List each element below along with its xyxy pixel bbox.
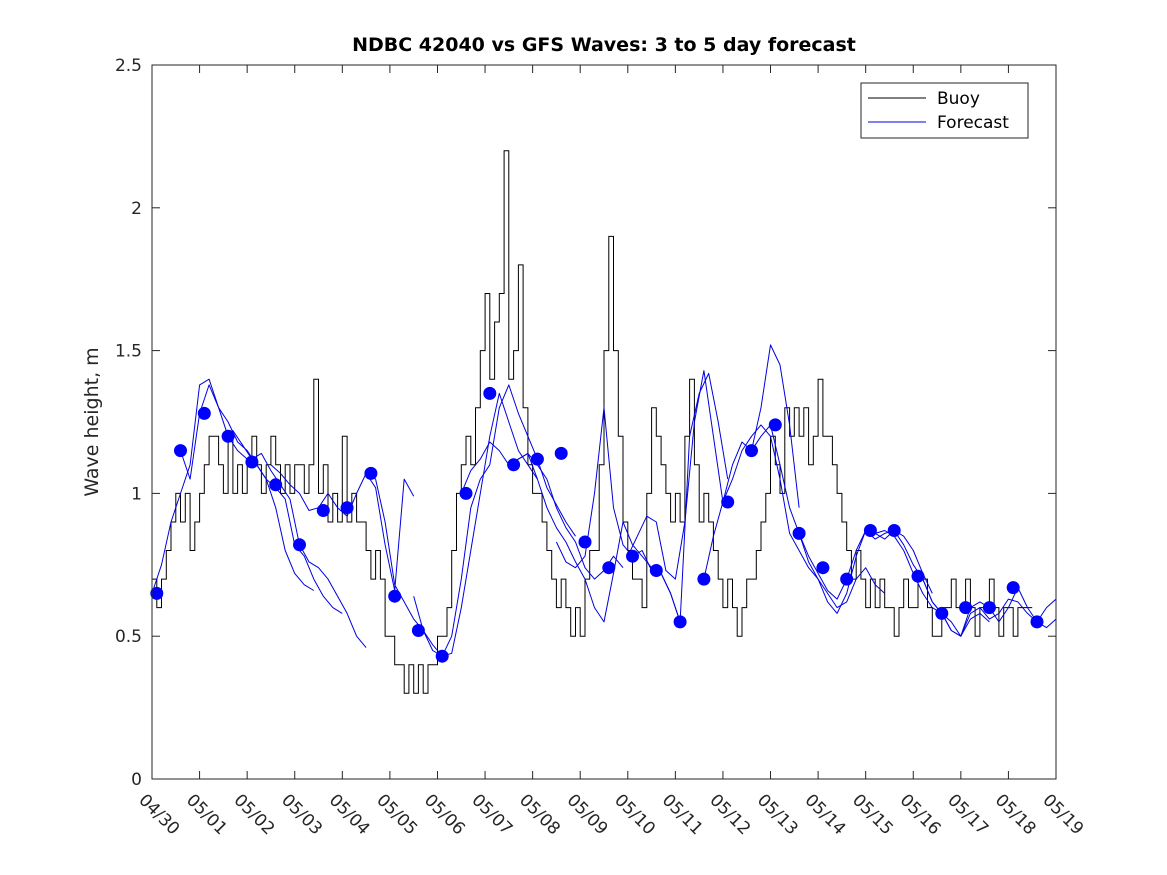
forecast-line	[223, 430, 367, 648]
forecast-marker	[221, 429, 235, 443]
forecast-marker	[935, 606, 949, 620]
forecast-marker	[174, 444, 187, 458]
chart-title: NDBC 42040 vs GFS Waves: 3 to 5 day fore…	[352, 34, 856, 56]
forecast-marker	[411, 624, 425, 637]
forecast-marker	[197, 406, 211, 420]
forecast-marker	[721, 495, 735, 509]
forecast-marker	[269, 478, 283, 492]
forecast-marker	[816, 561, 830, 575]
forecast-marker	[578, 535, 592, 549]
forecast-marker	[483, 386, 497, 400]
y-axis-label: Wave height, m	[81, 347, 103, 496]
y-tick-label: 2.5	[115, 56, 142, 76]
forecast-marker	[863, 524, 877, 537]
forecast-line	[180, 384, 343, 614]
forecast-marker	[697, 572, 711, 586]
forecast-line	[751, 424, 933, 614]
legend-box	[860, 82, 1029, 139]
forecast-markers	[150, 386, 1044, 663]
forecast-marker	[982, 601, 996, 615]
forecast-marker	[959, 601, 973, 615]
plot-frame	[151, 64, 1057, 780]
forecast-marker	[340, 501, 354, 515]
forecast-marker	[649, 564, 663, 577]
forecast-marker	[459, 486, 473, 500]
forecast-marker	[626, 549, 639, 563]
forecast-marker	[507, 458, 521, 472]
forecast-marker	[316, 504, 330, 517]
forecast-marker	[530, 452, 544, 466]
forecast-marker	[554, 446, 568, 460]
forecast-line	[703, 424, 886, 609]
buoy-series	[152, 150, 1033, 694]
forecast-marker	[602, 561, 616, 575]
forecast-marker	[293, 538, 306, 552]
forecast-marker	[435, 649, 449, 663]
forecast-marker	[673, 615, 687, 629]
y-tick-label: 1	[131, 484, 142, 504]
buoy-line	[152, 150, 1033, 694]
forecast-marker	[792, 526, 806, 540]
forecast-marker	[388, 589, 402, 603]
forecast-marker	[911, 569, 925, 583]
legend-buoy-label: Buoy	[937, 89, 980, 109]
forecast-marker	[768, 418, 782, 432]
forecast-marker	[745, 444, 758, 458]
y-tick-label: 0	[131, 770, 142, 790]
forecast-marker	[1030, 615, 1044, 629]
forecast-marker	[840, 572, 854, 586]
legend-forecast-label: Forecast	[937, 113, 1009, 133]
forecast-marker	[150, 586, 164, 600]
y-tick-label: 1.5	[115, 342, 142, 362]
forecast-line	[627, 344, 800, 580]
legend: Buoy Forecast	[860, 82, 1029, 139]
forecast-line	[365, 392, 538, 657]
y-tick-label: 0.5	[115, 627, 142, 647]
forecast-marker	[245, 455, 259, 469]
forecast-marker	[364, 466, 378, 480]
y-tick-label: 2	[131, 199, 142, 219]
forecast-line	[460, 441, 624, 580]
forecast-marker	[1006, 581, 1020, 595]
forecast-marker	[887, 524, 901, 537]
y-axis-ticks: 0 0.5 1 1.5 2 2.5	[115, 56, 1056, 790]
